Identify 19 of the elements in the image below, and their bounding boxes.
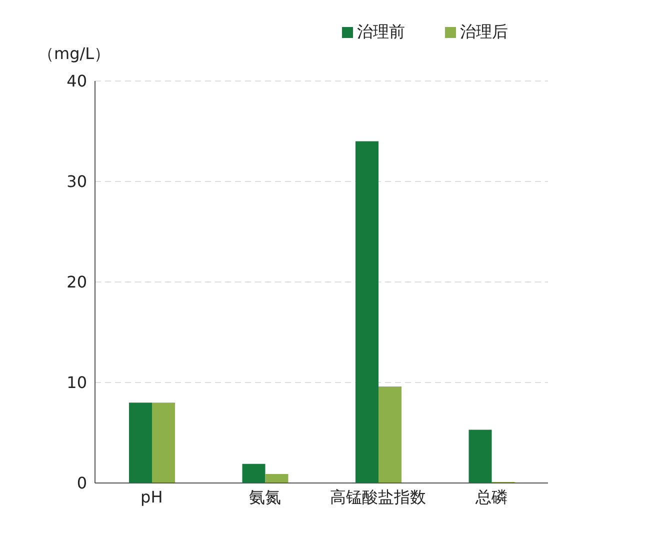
y-tick-label: 40 <box>66 72 87 91</box>
y-tick-label: 20 <box>66 272 87 292</box>
bar <box>152 402 175 483</box>
bar <box>378 386 402 483</box>
bar <box>356 141 378 483</box>
x-tick-label: pH <box>140 487 163 506</box>
legend-label: 治理前 <box>357 22 405 41</box>
y-tick-label: 0 <box>76 474 87 493</box>
bar <box>129 402 152 483</box>
x-tick-label: 总磷 <box>474 487 508 506</box>
bar <box>265 474 288 483</box>
y-tick-label: 30 <box>66 172 87 192</box>
x-tick-label: 氨氮 <box>248 487 281 506</box>
y-axis-title: （mg/L） <box>38 44 110 63</box>
bar <box>242 464 266 483</box>
legend-label: 治理后 <box>460 22 508 41</box>
bar <box>468 430 492 483</box>
x-tick-label: 高锰酸盐指数 <box>330 487 426 506</box>
y-tick-label: 10 <box>66 373 87 392</box>
